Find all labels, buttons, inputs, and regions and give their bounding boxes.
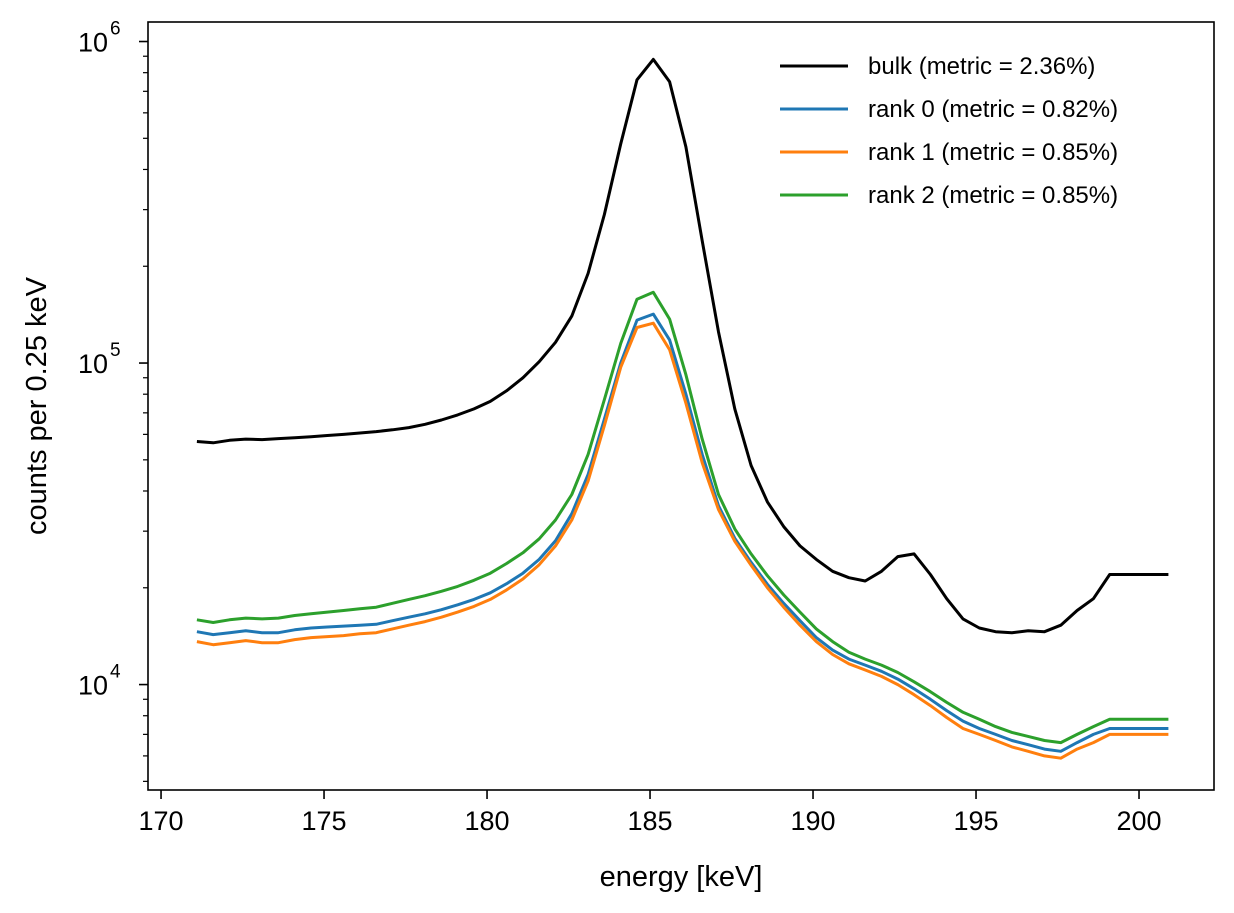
x-tick-label: 180 bbox=[465, 806, 510, 836]
x-axis-label: energy [keV] bbox=[600, 861, 763, 893]
plot-frame bbox=[147, 21, 1215, 791]
x-tick-label: 190 bbox=[790, 806, 835, 836]
x-tick-label: 175 bbox=[302, 806, 347, 836]
legend-label-0: bulk (metric = 2.36%) bbox=[868, 53, 1095, 80]
x-axis: 170 175 180 185 190 195 200 bbox=[139, 790, 1162, 836]
y-tick-exponent: 4 bbox=[110, 662, 121, 683]
legend-label-3: rank 2 (metric = 0.85%) bbox=[868, 182, 1118, 209]
y-tick-label: 10 bbox=[78, 671, 108, 701]
y-tick-label: 10 bbox=[78, 28, 108, 58]
x-tick-label: 195 bbox=[953, 806, 998, 836]
legend: bulk (metric = 2.36%) rank 0 (metric = 0.… bbox=[780, 53, 1118, 209]
series-line-1 bbox=[196, 312, 1169, 753]
y-axis-label: counts per 0.25 keV bbox=[21, 276, 53, 535]
x-tick-label: 170 bbox=[139, 806, 184, 836]
legend-label-2: rank 1 (metric = 0.85%) bbox=[868, 139, 1118, 166]
y-tick-label: 10 bbox=[78, 349, 108, 379]
x-tick-label: 200 bbox=[1116, 806, 1161, 836]
series-line-0 bbox=[196, 57, 1169, 635]
plot-lines bbox=[196, 57, 1169, 760]
series-line-3 bbox=[196, 290, 1169, 745]
legend-label-1: rank 0 (metric = 0.82%) bbox=[868, 96, 1118, 123]
y-tick-exponent: 6 bbox=[110, 19, 121, 40]
x-tick-label: 185 bbox=[627, 806, 672, 836]
y-tick-exponent: 5 bbox=[110, 340, 121, 361]
series-line-2 bbox=[196, 321, 1169, 760]
